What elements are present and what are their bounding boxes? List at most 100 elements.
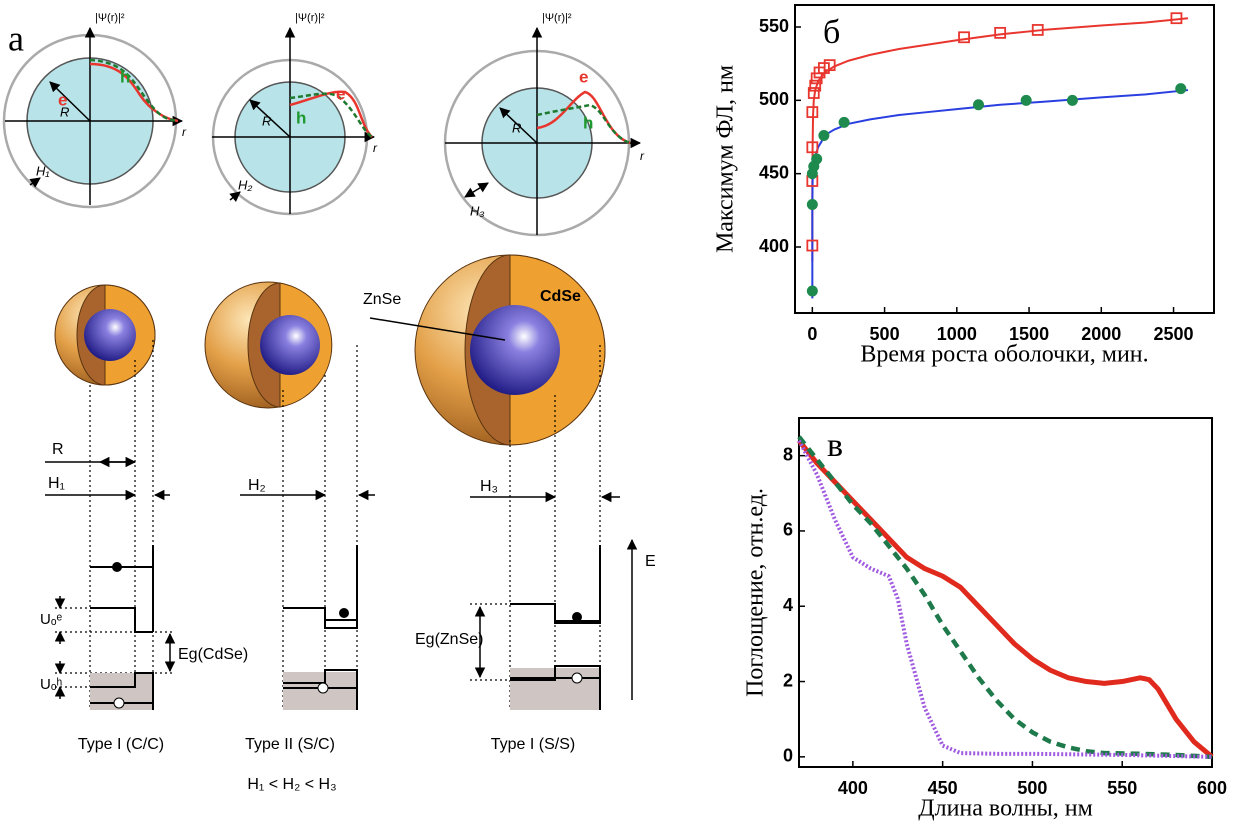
y-tick-label: 550 [759,16,789,36]
square-marker [823,59,836,72]
diagram-line [29,177,41,188]
x-tick-label: 500 [1017,778,1047,798]
radius-label: R [60,104,69,119]
y-tick-label: 6 [783,520,793,540]
radius-label: R [512,120,521,135]
series-line [797,439,1213,759]
circle-marker [1020,94,1032,106]
circle-marker [838,116,850,128]
bandgap-cdse: Eg(CdSe) [178,646,248,663]
y-tick-label: 4 [783,595,793,615]
shell-thickness: H₃ [470,203,485,218]
square-marker [994,26,1007,39]
panel-label: б [823,14,840,51]
type-label: Type II (S/C) [245,736,335,753]
hole-label: h [120,67,130,86]
y-tick-label: 400 [759,236,789,256]
shell-material: CdSe [540,288,581,305]
square-marker [806,239,819,252]
electron-label: e [336,84,345,103]
panel-label: а [8,18,24,58]
type-label: Type I (C/C) [78,736,164,753]
diagram-path [89,58,179,123]
axis-r-label: r [182,125,187,139]
diagram-g [54,254,606,446]
chart: 0 500 1000 1500 2000 2500 400 450 500 550 Время ро… [713,4,1215,368]
psi-label: |Ψ(r)|² [542,12,572,24]
circle-marker [1066,94,1078,106]
circle-marker [806,285,818,297]
series-line [797,435,1213,760]
diagram-circle [572,612,582,622]
x-axis-label: Длина волны, нм [918,796,1093,822]
y-tick-label: 500 [759,89,789,109]
square-marker [809,79,822,92]
circle-marker [811,153,823,165]
psi-label: |Ψ(r)|² [95,12,125,24]
diagram-circle [112,562,122,572]
hole-label: h [296,108,306,127]
thickness-relation: H₁ < H₂ < H₃ [247,776,336,793]
y-tick-label: 2 [783,670,793,690]
diagram-line [499,107,538,144]
diagram-line [229,191,241,203]
circle-marker [806,198,818,210]
electron-label: e [58,90,67,109]
diagram-circle [84,309,136,361]
diagram-circle [339,608,349,618]
diagram-line [249,99,291,138]
x-axis-label: Время роста оболочки, мин. [860,342,1148,368]
shell-thickness: H₁ [36,163,50,178]
electron-label: e [579,67,588,86]
diagram-line [49,81,91,122]
square-marker [958,31,970,44]
diagram-path [289,90,373,138]
shell-thickness: H₃ [480,478,498,495]
x-tick-label: 0 [807,324,817,344]
x-tick-label: 450 [928,778,958,798]
diagram-line [369,317,506,341]
panel-label: в [827,427,843,464]
potential-h: Uₒʰ [40,676,62,693]
diagram-circle [317,682,329,694]
x-tick-label: 550 [1107,778,1137,798]
x-tick-label: 2500 [1154,324,1194,344]
circle-marker [818,130,830,142]
x-tick-label: 600 [1197,778,1227,798]
series-line [811,17,1189,262]
psi-label: |Ψ(r)|² [295,12,325,24]
square-marker [806,141,819,154]
energy-axis: E [645,553,656,570]
square-marker [1170,12,1183,25]
shell-thickness: H₂ [248,477,266,494]
radius-label: R [262,113,271,128]
x-tick-label: 2000 [1081,324,1121,344]
shell-thickness: H₂ [238,177,252,192]
x-tick-label: 1500 [1009,324,1049,344]
circle-marker [1175,83,1187,95]
shell-thickness: H₁ [48,475,65,492]
x-tick-label: 400 [838,778,868,798]
axis-r-label: r [373,141,378,155]
circle-marker [972,99,984,111]
diagram-circle [571,672,583,684]
plot-frame [798,417,1213,768]
type-label: Type I (S/S) [491,736,575,753]
diagram-path [289,92,373,139]
y-axis-label: Поглощение, отн.ед. [743,488,769,697]
x-tick-label: 1000 [937,324,977,344]
axis-r-label: r [640,149,645,163]
diagram-circle [113,697,125,709]
diagram-circle [470,305,560,395]
panel-a [2,26,642,710]
hole-label: h [583,113,593,132]
bandgap-znse: Eg(ZnSe) [415,631,483,648]
y-axis-label: Максимум ФЛ, нм [713,65,739,253]
diagram-path [536,103,631,145]
y-tick-label: 8 [783,444,793,464]
diagram-path [510,545,601,710]
y-tick-label: 450 [759,162,789,182]
diagram-circle [260,315,320,375]
x-tick-label: 500 [870,324,900,344]
diagram-g [55,340,601,710]
